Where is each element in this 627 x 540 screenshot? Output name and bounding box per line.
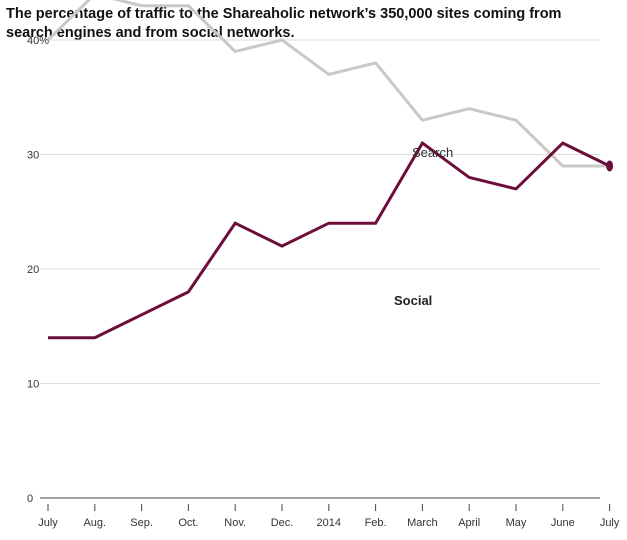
x-axis-tick-labels: July Aug. Sep. Oct. Nov. Dec. 2014 Feb. March Apr… [38,517,620,529]
x-tick-label: Dec. [271,517,294,529]
x-tick-label: Feb. [365,517,387,529]
x-tick-label: Sep. [130,517,153,529]
x-tick-label: 2014 [317,517,341,529]
series-line-social [48,140,611,340]
x-tick-label: May [506,517,527,529]
series-label-search: Search [412,145,453,160]
series-end-marker [606,160,614,172]
series-lines [46,0,614,340]
series-label-social: Social [394,293,432,308]
series-line-search [46,0,610,168]
y-axis-tick-labels: 0 10 20 30 40% [27,35,49,505]
x-tick-label: Oct. [178,517,198,529]
x-tick-label: Aug. [83,517,106,529]
y-tick-label: 0 [27,493,33,505]
y-tick-label: 10 [27,379,39,391]
x-tick-label: June [551,517,575,529]
x-tick-label: March [407,517,438,529]
x-tick-label: Nov. [224,517,246,529]
series-labels: Search Social [394,145,453,308]
x-tick-label: July [600,517,620,529]
y-tick-label: 20 [27,264,39,276]
gridlines [40,39,600,384]
x-tick-label: July [38,517,58,529]
x-axis [40,497,611,511]
y-tick-label: 30 [27,150,39,162]
x-tick-label: April [458,517,480,529]
y-tick-label: 40% [27,35,49,47]
